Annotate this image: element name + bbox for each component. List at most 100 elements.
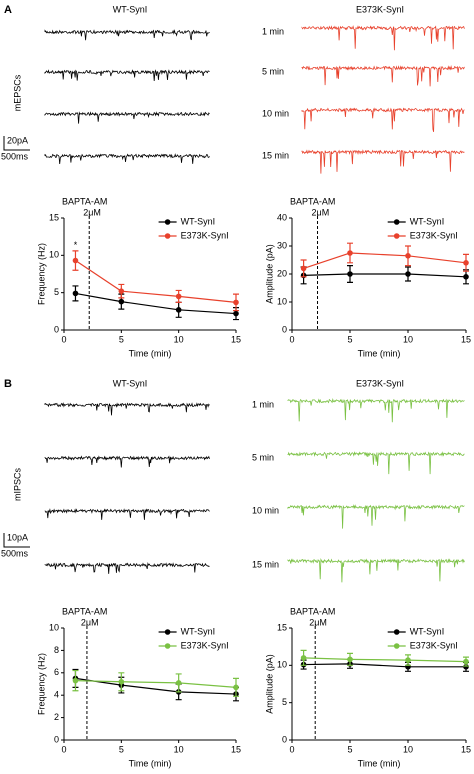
scale-x: 500ms (1, 151, 29, 161)
y-tick-label: 0 (54, 324, 59, 334)
x-tick-label: 5 (347, 744, 352, 754)
legend-marker (164, 629, 171, 635)
x-tick-label: 5 (347, 334, 352, 344)
legend-label: WT-SynI (181, 626, 216, 636)
x-axis-label: Time (min) (358, 758, 401, 768)
y-axis-label: Amplitude (pA) (264, 244, 274, 304)
x-axis-label: Time (min) (358, 348, 401, 358)
legend-marker (393, 233, 400, 239)
point (175, 680, 182, 686)
trace (287, 451, 465, 475)
annotation: BAPTA-AM (62, 606, 107, 616)
series-line (75, 292, 237, 315)
x-tick-label: 5 (119, 334, 124, 344)
scale-y: 20pA (7, 135, 28, 145)
time-label: 5 min (262, 66, 284, 76)
y-tick-label: 10 (49, 622, 59, 632)
time-label: 15 min (262, 150, 289, 160)
x-tick-label: 0 (289, 744, 294, 754)
point (72, 257, 79, 264)
y-tick-label: 5 (54, 287, 59, 297)
trace (44, 29, 210, 41)
x-tick-label: 15 (231, 744, 241, 754)
point (233, 299, 239, 306)
trace (287, 398, 465, 423)
series-line (303, 663, 466, 668)
point (405, 657, 411, 663)
y-tick-label: 4 (54, 690, 59, 700)
legend-marker (393, 219, 400, 225)
scale-x: 500ms (1, 548, 29, 558)
point (300, 655, 307, 661)
time-label: 5 min (252, 452, 274, 462)
x-tick-label: 5 (119, 744, 124, 754)
trace (301, 149, 465, 174)
x-axis-label: Time (min) (129, 758, 172, 768)
annotation: 2μM (309, 617, 327, 627)
scale-bar (3, 533, 30, 548)
y-tick-label: 10 (277, 660, 287, 670)
legend-label: E373K-SynI (181, 230, 229, 240)
y-tick-label: 6 (54, 667, 59, 677)
left-title: WT-SynI (113, 378, 148, 388)
y-tick-label: 40 (277, 212, 287, 222)
point (405, 271, 411, 277)
trace (301, 107, 465, 133)
annotation: BAPTA-AM (290, 606, 335, 616)
point (463, 658, 469, 665)
trace (44, 562, 210, 574)
trace (44, 508, 210, 520)
point (175, 307, 182, 313)
y-tick-label: 0 (282, 734, 287, 744)
panel-label: B (4, 378, 12, 390)
x-tick-label: 15 (461, 744, 471, 754)
trace (301, 65, 465, 87)
trace (287, 558, 465, 583)
legend-label: E373K-SynI (410, 230, 458, 240)
annotation: 2μM (312, 207, 330, 217)
point (118, 678, 125, 685)
legend-marker (164, 233, 171, 239)
point (347, 656, 353, 663)
legend-label: E373K-SynI (410, 640, 458, 650)
series-line (75, 680, 237, 688)
trace-ylabel: mEPSCs (12, 74, 22, 111)
y-tick-label: 20 (277, 268, 287, 278)
series-line (303, 273, 467, 278)
point (72, 677, 79, 684)
legend-marker (393, 629, 400, 635)
annotation: 2μM (83, 207, 101, 217)
point (405, 253, 411, 259)
point (300, 265, 307, 272)
scale-bar (3, 136, 30, 151)
y-axis-label: Amplitude (pA) (264, 654, 274, 714)
time-label: 15 min (252, 559, 279, 569)
trace (44, 69, 210, 82)
y-axis-label: Frequency (Hz) (36, 243, 46, 305)
trace (44, 153, 210, 165)
point (463, 260, 469, 266)
point (347, 271, 353, 277)
y-tick-label: 15 (49, 212, 59, 222)
legend-marker (164, 219, 171, 225)
time-label: 10 min (252, 505, 279, 515)
point (72, 290, 79, 297)
legend-marker (393, 643, 400, 649)
time-label: 1 min (252, 399, 274, 409)
right-title: E373K-SynI (356, 378, 404, 388)
y-tick-label: 30 (277, 240, 287, 250)
legend-label: WT-SynI (181, 216, 216, 226)
y-tick-label: 10 (49, 250, 59, 260)
legend-label: WT-SynI (410, 216, 445, 226)
y-tick-label: 10 (277, 296, 287, 306)
series-line (303, 252, 467, 269)
point (233, 310, 239, 317)
y-axis-label: Frequency (Hz) (36, 653, 46, 715)
point (233, 684, 239, 691)
series-line (303, 657, 467, 663)
legend-label: E373K-SynI (181, 640, 229, 650)
x-tick-label: 15 (231, 334, 241, 344)
trace-ylabel: mIPSCs (12, 468, 22, 502)
x-tick-label: 10 (174, 744, 184, 754)
